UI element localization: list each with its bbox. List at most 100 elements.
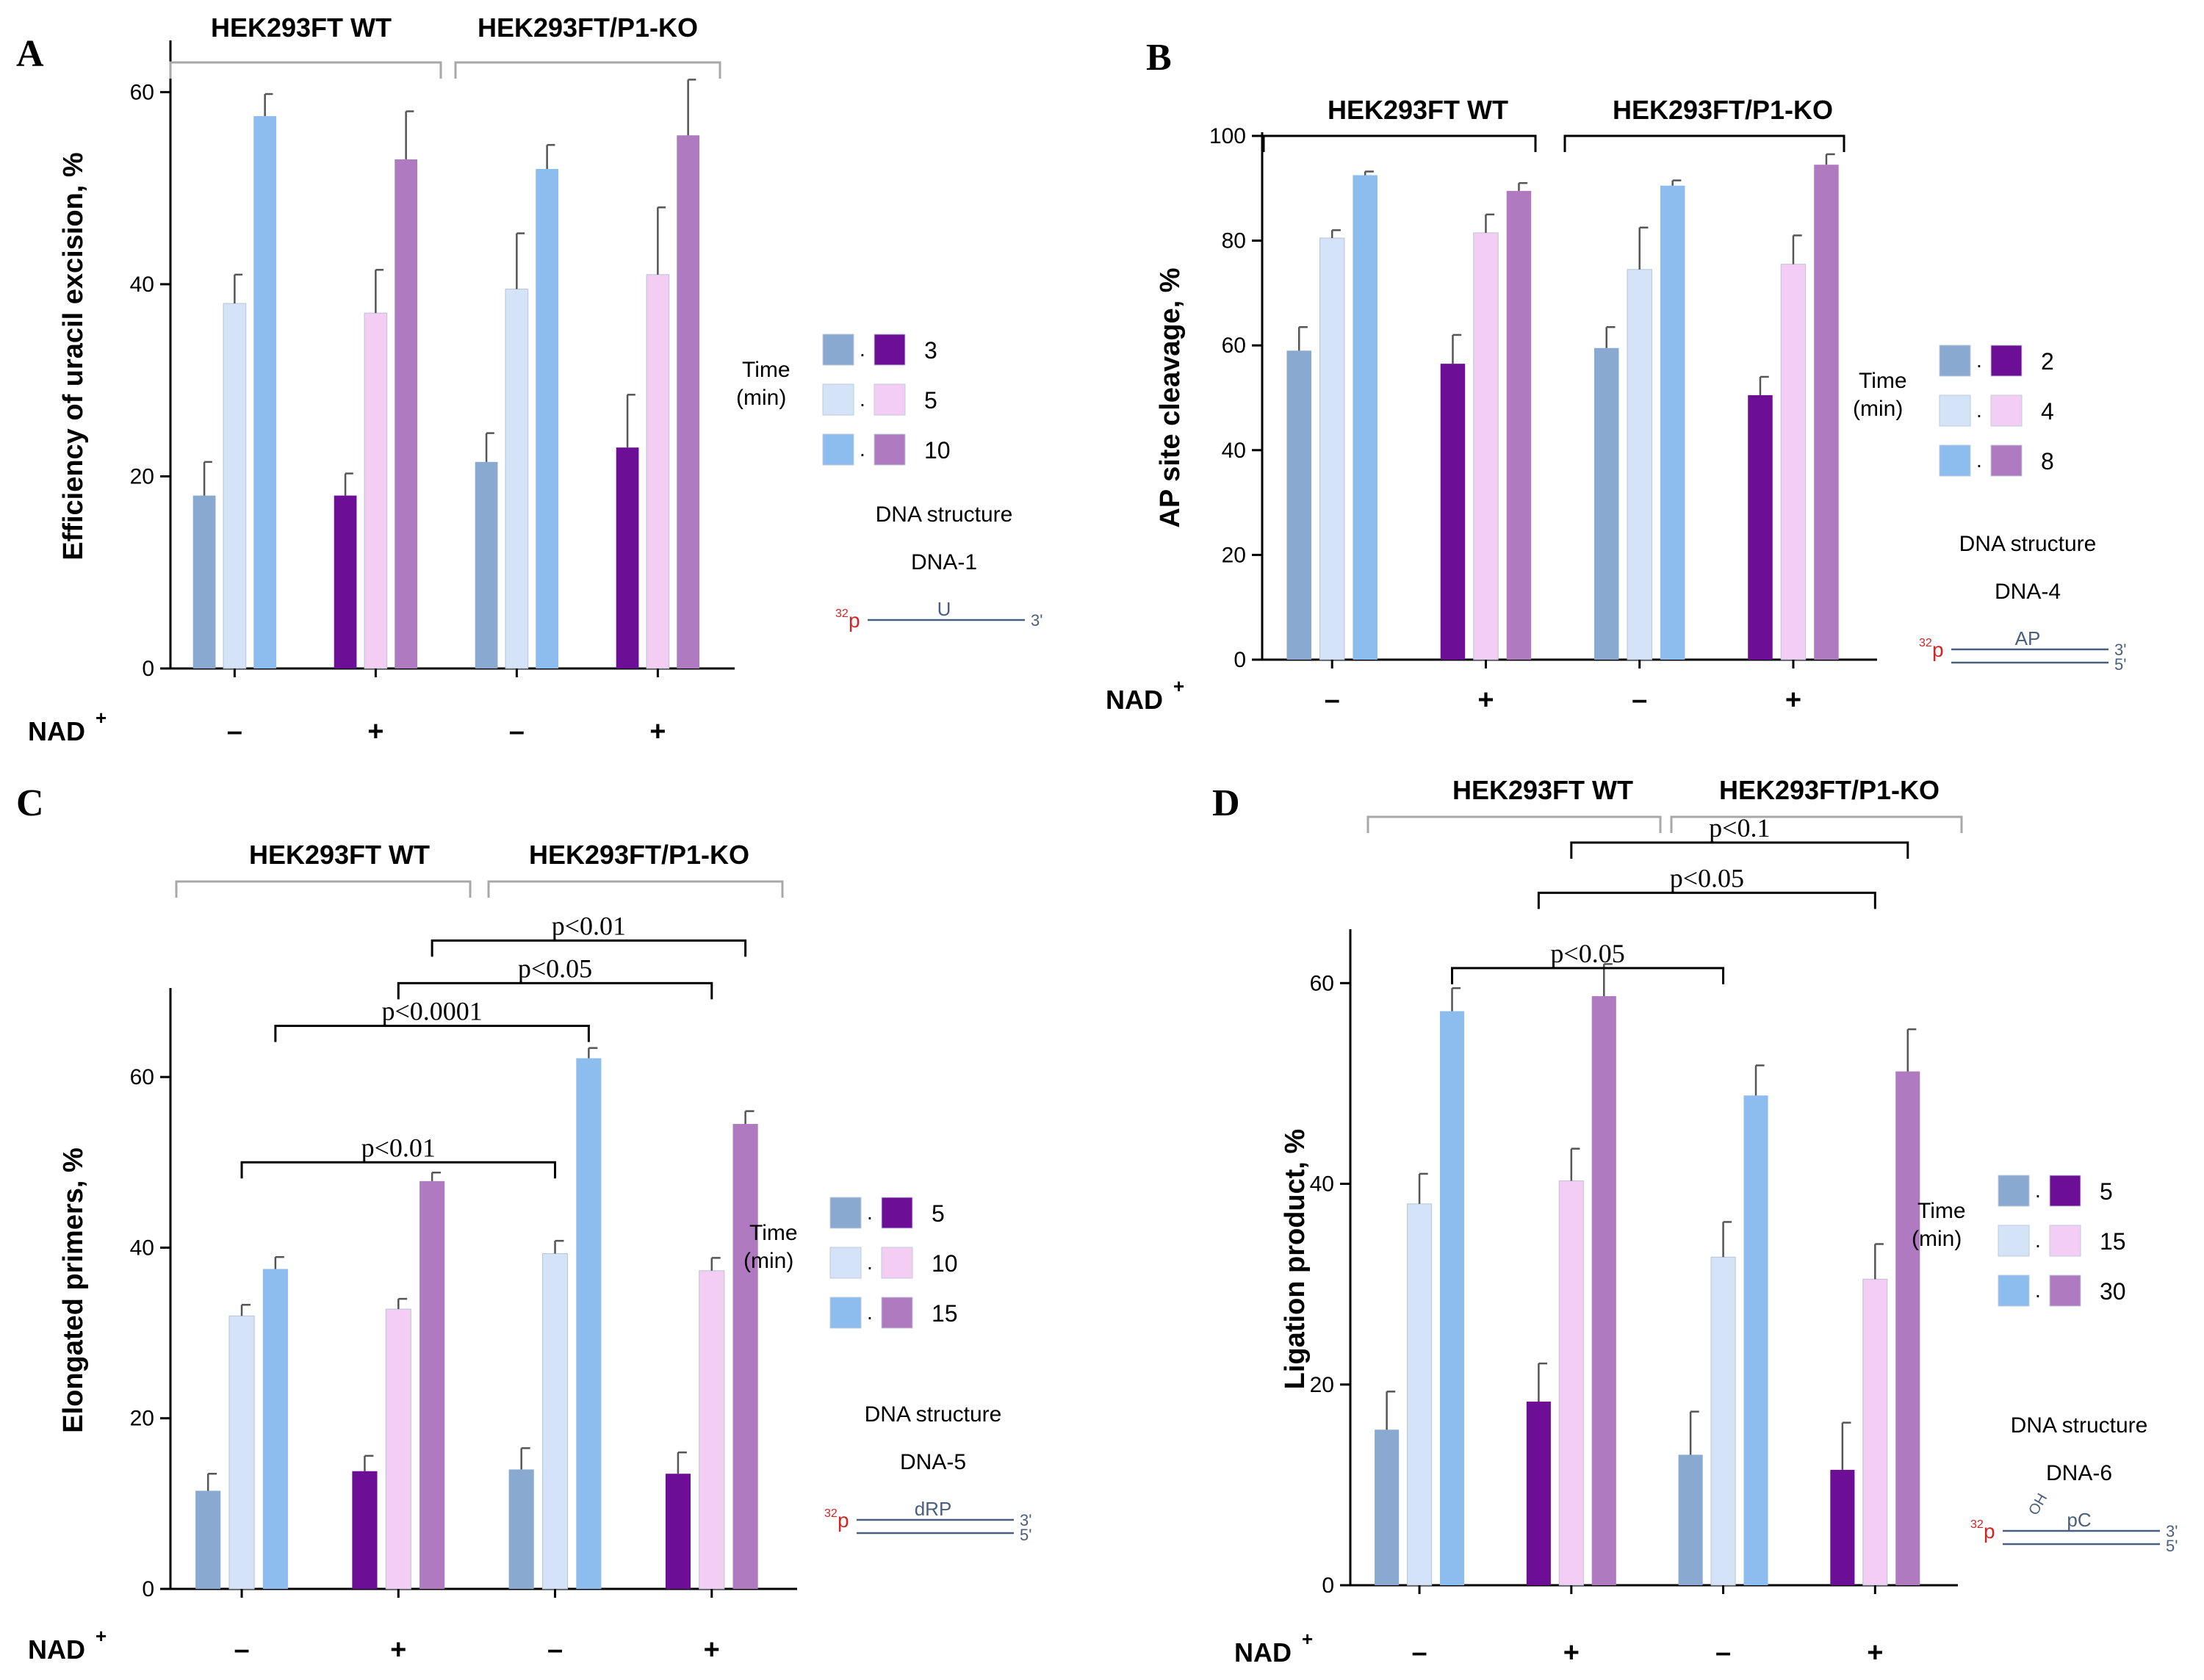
legend-swatch <box>1939 444 1971 477</box>
legend-dot: . <box>860 388 865 411</box>
dna-name: DNA-4 <box>1995 580 2061 604</box>
nad-sign: + <box>1477 685 1494 715</box>
group-bracket <box>454 61 721 79</box>
legend-title: Time <box>1917 1199 1966 1223</box>
y-tick-label: 60 <box>1310 971 1334 995</box>
legend-dot: . <box>2035 1229 2041 1252</box>
bar <box>1593 347 1619 660</box>
significance-label: p<0.05 <box>518 953 592 983</box>
bar <box>228 1315 255 1590</box>
y-tick-label: 0 <box>142 1577 154 1601</box>
y-tick-label: 20 <box>130 464 154 489</box>
legend-dot: . <box>867 1251 873 1274</box>
legend-label: 15 <box>932 1300 958 1327</box>
legend-swatch <box>829 1197 862 1229</box>
bar <box>1830 1469 1855 1585</box>
legend-swatch <box>1998 1175 2030 1207</box>
bar <box>508 1469 534 1589</box>
bar <box>1473 232 1499 660</box>
significance-bracket <box>240 1161 557 1179</box>
legend-title: (min) <box>1912 1227 1962 1251</box>
significance-label: p<0.05 <box>1550 939 1624 968</box>
legend-swatch <box>2049 1225 2081 1257</box>
significance-bracket <box>1570 841 1909 859</box>
y-tick-label: 20 <box>1310 1373 1334 1397</box>
legend-swatch <box>822 383 854 416</box>
legend-label: 5 <box>924 387 937 414</box>
bar <box>732 1124 758 1589</box>
y-axis-label: Efficiency of uracil excision, % <box>58 152 89 560</box>
nad-superscript: + <box>1173 675 1184 697</box>
y-axis-label: Elongated primers, % <box>58 1147 89 1433</box>
bar <box>192 495 216 668</box>
nad-sign: + <box>367 716 383 747</box>
legend-swatch <box>881 1197 913 1229</box>
group-title: HEK293FT WT <box>249 840 430 870</box>
dna-lesion-mark: pC <box>2067 1509 2091 1531</box>
bar <box>1743 1095 1768 1585</box>
panel-d: D 0 20 40 60 Ligation product, % – + – + NAD + HEK29… <box>1212 775 2178 1668</box>
y-axis-label: AP site cleavage, % <box>1155 267 1186 527</box>
dna-oh-label: OH <box>2025 1491 2050 1518</box>
bar <box>1439 1011 1465 1585</box>
bar <box>419 1180 445 1589</box>
dna-structure-title: DNA structure <box>2011 1413 2148 1438</box>
dna-name: DNA-5 <box>900 1450 966 1474</box>
bar <box>646 274 670 669</box>
panel-b: B 0 20 40 60 80 100 AP site cleavage, % – + – + NAD +… <box>1106 37 2126 715</box>
significance-bracket <box>397 981 713 1000</box>
nad-sign: – <box>234 1634 249 1665</box>
dna-phosphate: p <box>1932 638 1944 661</box>
bar <box>1748 394 1773 660</box>
bar <box>1319 237 1345 660</box>
bar <box>677 135 699 668</box>
nad-label: NAD <box>28 716 85 746</box>
bar <box>1286 350 1311 660</box>
dna-structure-title: DNA structure <box>865 1402 1002 1427</box>
panel-label: D <box>1212 782 1240 824</box>
legend-swatch <box>1998 1225 2030 1257</box>
legend-label: 30 <box>2100 1278 2126 1305</box>
group-bracket <box>1670 815 1963 833</box>
bar <box>665 1474 691 1589</box>
bar <box>475 461 498 668</box>
nad-sign: – <box>547 1634 563 1665</box>
group-title: HEK293FT WT <box>1328 95 1508 125</box>
bar <box>1440 364 1466 660</box>
legend-dot: . <box>867 1301 873 1324</box>
legend-label: 5 <box>2100 1178 2113 1205</box>
significance-label: p<0.1 <box>1709 813 1770 843</box>
bar <box>1780 264 1807 660</box>
bar <box>253 116 276 669</box>
bar <box>1506 190 1532 660</box>
nad-label: NAD <box>1234 1637 1292 1668</box>
dna-end-label: 5' <box>2166 1537 2178 1555</box>
legend-dot: . <box>1976 399 1982 422</box>
legend-swatch <box>822 334 854 366</box>
significance-label: p<0.0001 <box>381 996 482 1025</box>
group-bracket <box>169 61 442 79</box>
legend-label: 10 <box>932 1250 958 1277</box>
dna-end-label: 5' <box>2114 655 2126 674</box>
nad-sign: – <box>509 716 525 747</box>
dna-lesion-mark: U <box>937 598 951 620</box>
nad-sign: – <box>1632 685 1647 715</box>
bar <box>1526 1401 1551 1585</box>
significance-bracket <box>274 1024 590 1042</box>
legend-label: 4 <box>2041 398 2054 425</box>
legend-swatch <box>881 1247 913 1279</box>
y-tick-label: 0 <box>1322 1573 1334 1598</box>
bar <box>1678 1454 1703 1585</box>
nad-superscript: + <box>96 1625 107 1647</box>
significance-label: p<0.01 <box>552 911 626 940</box>
nad-label: NAD <box>28 1634 85 1665</box>
nad-sign: – <box>1715 1637 1731 1668</box>
group-title: HEK293FT/P1-KO <box>1719 775 1940 805</box>
dna-name: DNA-1 <box>911 550 977 574</box>
dna-end-label: 3' <box>2166 1522 2178 1540</box>
bar <box>262 1269 288 1589</box>
dna-phosphate: p <box>1984 1520 1995 1543</box>
legend-swatch <box>822 433 854 466</box>
significance-label: p<0.01 <box>361 1133 436 1162</box>
